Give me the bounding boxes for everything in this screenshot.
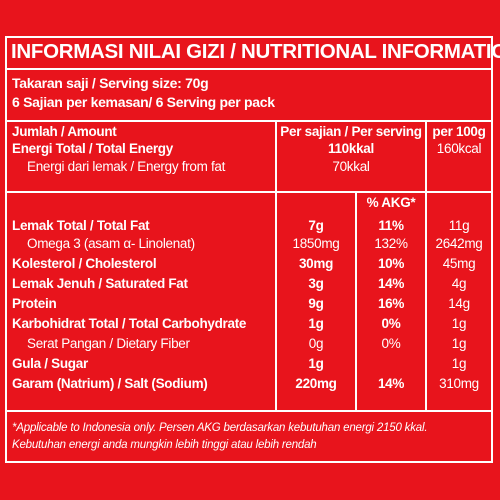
rule-title [5,68,493,70]
nutrient-per-serving: 9g [308,296,324,311]
nutrient-label: Kolesterol / Cholesterol [12,256,157,271]
nutrient-per-serving: 1850mg [292,236,340,251]
nutrient-label: Gula / Sugar [12,356,88,371]
nutrition-panel [5,36,493,463]
nutrient-per-serving: 1g [308,356,324,371]
nutrient-per-100g: 45mg [442,256,476,271]
energy-total-label: Energi Total / Total Energy [12,141,173,156]
col-divider-akg [355,191,357,410]
nutrient-per-100g: 310mg [439,376,479,391]
col-divider-1 [275,120,277,410]
nutrient-label: Serat Pangan / Dietary Fiber [27,336,190,351]
header-per-serving: Per sajian / Per serving [280,124,422,139]
nutrient-per-serving: 30mg [298,256,334,271]
header-akg: % AKG* [366,195,416,210]
nutrient-per-100g: 1g [451,336,467,351]
nutrient-label: Omega 3 (asam α- Linolenat) [27,236,195,251]
nutrient-akg: 14% [377,276,405,291]
rule-header [5,120,493,122]
nutrient-label: Lemak Total / Total Fat [12,218,150,233]
nutrient-per-100g: 1g [451,316,467,331]
nutrient-akg: 132% [374,236,408,251]
energy-total-100g: 160kcal [436,141,482,156]
nutrient-akg: 10% [377,256,405,271]
footnote-line-2: Kebutuhan energi anda mungkin lebih ting… [12,439,317,451]
rule-energy [5,191,493,193]
nutrient-akg: 11% [378,218,404,233]
nutrient-per-serving: 1g [308,316,324,331]
header-amount: Jumlah / Amount [12,124,117,139]
nutrient-per-100g: 14g [448,296,470,311]
energy-fat-label: Energi dari lemak / Energy from fat [27,159,226,174]
servings-per-pack: 6 Sajian per kemasan/ 6 Serving per pack [12,94,275,110]
footnote-line-1: *Applicable to Indonesia only. Persen AK… [12,422,428,434]
nutrient-label: Protein [12,296,57,311]
nutrient-per-100g: 11g [448,218,470,233]
energy-fat-serving: 70kkal [332,159,370,174]
col-divider-2 [425,120,427,410]
rule-footnote [5,410,493,412]
footnote: *Applicable to Indonesia only. Persen AK… [12,420,488,454]
panel-title: INFORMASI NILAI GIZI / NUTRITIONAL INFOR… [11,40,500,63]
header-per-100g: per 100g [432,124,486,139]
nutrient-per-serving: 7g [308,218,324,233]
nutrient-akg: 0% [381,336,401,351]
nutrient-akg: 16% [377,296,405,311]
nutrient-label: Lemak Jenuh / Saturated Fat [12,276,188,291]
nutrient-akg: 0% [381,316,401,331]
energy-total-serving: 110kkal [328,141,374,156]
nutrient-per-serving: 220mg [295,376,337,391]
nutrient-per-100g: 1g [451,356,467,371]
nutrient-per-100g: 4g [451,276,467,291]
nutrient-akg: 14% [377,376,405,391]
nutrient-per-100g: 2642mg [435,236,483,251]
serving-size: Takaran saji / Serving size: 70g [12,75,209,91]
nutrient-label: Karbohidrat Total / Total Carbohydrate [12,316,247,331]
nutrient-label: Garam (Natrium) / Salt (Sodium) [12,376,208,391]
nutrient-per-serving: 3g [308,276,324,291]
nutrient-per-serving: 0g [308,336,324,351]
